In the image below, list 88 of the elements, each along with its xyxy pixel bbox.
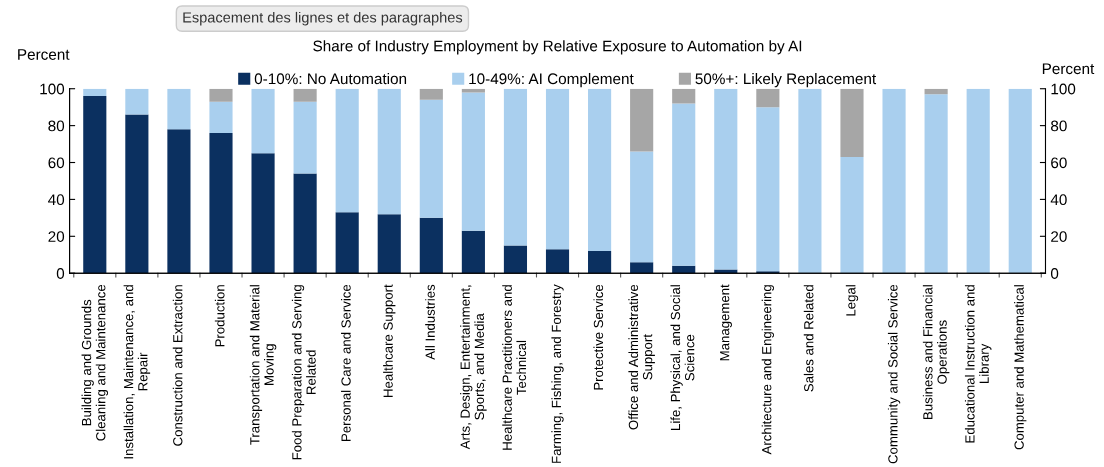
bar <box>672 265 696 274</box>
y-tick-label: 0 <box>56 268 65 279</box>
bar <box>545 249 570 274</box>
bar <box>293 173 317 274</box>
bar <box>840 88 864 157</box>
legend-label: 10-49%: AI Complement <box>469 72 634 88</box>
legend-label: 0-10%: No Automation <box>254 72 407 85</box>
y2-tick-label: 0 <box>1050 268 1059 279</box>
bar <box>293 101 317 174</box>
bar <box>251 88 275 154</box>
bar <box>966 88 990 274</box>
y2-tick-label: 80 <box>1051 120 1067 132</box>
y-tick-label: 80 <box>48 120 65 132</box>
bar <box>125 88 149 115</box>
bar <box>798 88 822 274</box>
bar <box>756 88 780 108</box>
y2-tick-label: 100 <box>1051 83 1076 95</box>
bar <box>377 88 401 215</box>
bar <box>167 129 191 274</box>
bar <box>335 212 359 274</box>
bar <box>419 88 443 100</box>
bar <box>588 88 612 252</box>
x-tick-label: Protective Service <box>593 284 604 390</box>
x-tick-label: Healthcare Practitioners and Technical <box>502 285 527 450</box>
x-tick-label: Transportation and Material Moving <box>249 285 277 445</box>
y-axis-title: Percent <box>18 49 70 60</box>
bar <box>1008 88 1032 274</box>
x-tick-label: Architecture and Engineering <box>761 285 774 455</box>
bar <box>293 88 317 102</box>
bar <box>461 92 485 231</box>
bar <box>672 88 696 104</box>
x-tick-label: Farming, Fishing, and Forestry <box>551 284 564 463</box>
x-tick-label: Installation, Maintenance, and Repair <box>123 285 151 459</box>
bar <box>83 88 107 97</box>
y2-tick-label: 40 <box>1050 194 1067 206</box>
x-tick-label: All Industries <box>425 284 435 360</box>
x-tick-label: Healthcare Support <box>383 284 396 397</box>
bar <box>840 156 864 274</box>
bar <box>209 133 233 274</box>
y2-tick-label: 20 <box>1051 231 1067 242</box>
legend-label: 50%+: Likely Replacement <box>695 72 877 88</box>
x-tick-label: Building and Grounds Cleaning and Maintenance <box>81 284 109 441</box>
bar <box>167 88 191 130</box>
y-tick-label: 40 <box>48 194 65 206</box>
x-tick-label: Arts, Design, Entertainment, Sports, and Media <box>460 285 487 450</box>
bar <box>377 214 401 274</box>
bar <box>419 217 443 274</box>
x-tick-label: Construction and Extraction <box>172 285 183 446</box>
y-tick-label: 60 <box>48 157 65 169</box>
text: Espacement des lignes et des paragraphes <box>183 11 463 26</box>
x-tick-label: Legal <box>845 285 859 316</box>
bar <box>714 88 738 270</box>
x-tick-label: Management <box>720 284 732 361</box>
bar <box>503 245 528 274</box>
bar <box>924 94 948 274</box>
x-tick-label: Life, Physical, and Social Science <box>670 285 695 430</box>
y2-axis-title: Percent <box>1042 63 1095 75</box>
x-tick-label: Office and Administrative Support <box>628 284 655 430</box>
bar <box>209 88 233 102</box>
bar <box>125 114 149 274</box>
x-tick-label: Food Preparation and Serving Related <box>291 285 316 460</box>
bar <box>672 103 696 266</box>
y2-tick-label: 60 <box>1051 157 1067 169</box>
bar <box>630 88 654 152</box>
bar <box>209 101 233 133</box>
x-tick-label: Educational Instruction and Library <box>964 285 992 443</box>
bar <box>335 88 359 213</box>
bar <box>545 88 570 250</box>
x-tick-label: Production <box>214 285 225 347</box>
bar <box>756 107 780 272</box>
x-tick-label: Business and Financial Operations <box>922 285 950 419</box>
y-tick-label: 20 <box>48 231 65 242</box>
bar <box>461 230 485 274</box>
y-tick-label: 100 <box>40 83 65 95</box>
x-tick-label: Personal Care and Service <box>341 284 351 441</box>
x-tick-label: Computer and Mathematical <box>1014 285 1027 450</box>
bar <box>83 96 107 274</box>
bar <box>251 153 275 274</box>
x-tick-label: Community and Social Service <box>887 284 901 464</box>
chart-title: Share of Industry Employment by Relative Exposure to Automation by AI <box>313 40 802 55</box>
x-tick-label: Sales and Related <box>803 285 814 392</box>
bar <box>419 99 443 218</box>
bar <box>588 251 612 274</box>
bar <box>630 262 654 274</box>
bar <box>630 151 654 263</box>
bar <box>503 88 528 246</box>
bar <box>924 88 948 95</box>
bar <box>882 88 906 274</box>
